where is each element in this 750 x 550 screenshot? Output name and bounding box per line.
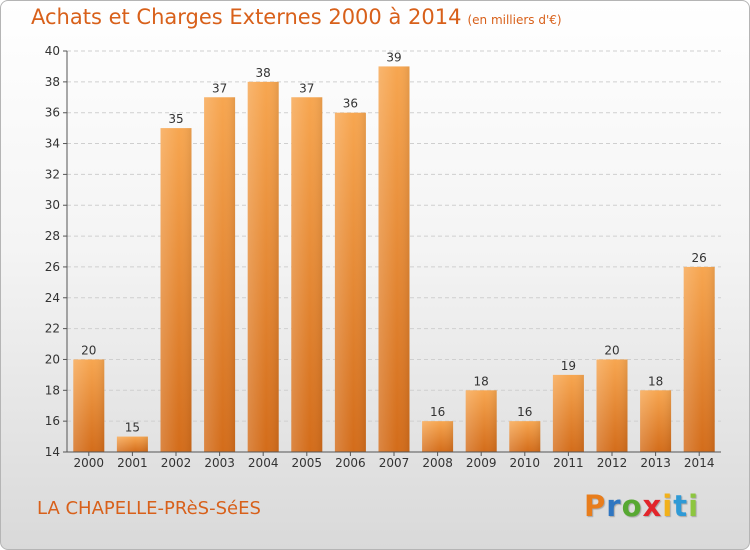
bars <box>73 66 715 453</box>
data-label: 16 <box>517 405 532 419</box>
data-label: 20 <box>81 343 96 357</box>
x-axis-ticks: 2000 2001 2002 2003 2004 2005 2006 2007 2008 2009… <box>74 452 715 470</box>
y-tick-label: 26 <box>45 260 60 274</box>
bar-shading <box>334 112 366 452</box>
y-tick-label: 36 <box>45 106 60 120</box>
commune-name: LA CHAPELLE-PRèS-SéES <box>37 498 261 519</box>
bar-shading <box>247 81 279 452</box>
x-tick-label: 2013 <box>640 456 671 470</box>
y-tick-label: 18 <box>45 383 60 397</box>
bar-shading <box>465 390 497 452</box>
x-tick-label: 2011 <box>553 456 584 470</box>
data-label: 19 <box>561 359 576 373</box>
bar-shading <box>422 421 454 452</box>
logo-letter: P <box>584 489 607 523</box>
logo-letter: o <box>621 489 643 523</box>
data-label: 26 <box>692 251 707 265</box>
y-tick-label: 20 <box>45 352 60 366</box>
bar-shading <box>378 66 410 452</box>
bar-shading <box>552 374 584 452</box>
data-label: 36 <box>343 97 358 111</box>
x-tick-label: 2009 <box>466 456 497 470</box>
y-tick-label: 34 <box>45 137 60 151</box>
y-tick-label: 30 <box>45 198 60 212</box>
x-tick-label: 2002 <box>161 456 192 470</box>
x-tick-label: 2005 <box>292 456 323 470</box>
x-tick-label: 2001 <box>117 456 148 470</box>
bar-shading <box>160 128 192 452</box>
x-tick-label: 2006 <box>335 456 366 470</box>
x-tick-label: 2014 <box>684 456 715 470</box>
data-label: 16 <box>430 405 445 419</box>
x-tick-label: 2012 <box>597 456 628 470</box>
data-label: 18 <box>474 374 489 388</box>
bar-shading <box>509 421 541 452</box>
chart-title-text: Achats et Charges Externes 2000 à 2014 <box>31 5 462 29</box>
logo-letter: x <box>642 489 663 523</box>
chart-subtitle: (en milliers d'€) <box>467 13 562 27</box>
x-tick-label: 2000 <box>74 456 105 470</box>
y-tick-label: 40 <box>45 44 60 58</box>
data-label: 20 <box>604 343 619 357</box>
data-label: 39 <box>386 50 401 64</box>
y-axis-ticks: 14 16 18 20 22 24 26 28 30 32 34 36 38 40 <box>45 44 67 459</box>
data-label: 38 <box>256 66 271 80</box>
bar-shading <box>204 97 236 453</box>
logo-letter: t <box>673 489 689 523</box>
y-tick-label: 22 <box>45 322 60 336</box>
bar-shading <box>73 359 105 452</box>
bar-shading <box>640 390 672 452</box>
bar-shading <box>683 266 715 452</box>
bar-shading <box>596 359 628 452</box>
x-tick-label: 2008 <box>422 456 453 470</box>
x-tick-label: 2007 <box>379 456 410 470</box>
data-label: 18 <box>648 374 663 388</box>
data-label: 35 <box>168 112 183 126</box>
x-tick-label: 2010 <box>510 456 541 470</box>
y-tick-label: 16 <box>45 414 60 428</box>
chart-title: Achats et Charges Externes 2000 à 2014 (e… <box>31 5 562 29</box>
y-tick-label: 32 <box>45 167 60 181</box>
bar-shading <box>116 436 148 452</box>
data-label: 15 <box>125 421 140 435</box>
logo-letter: r <box>606 489 622 523</box>
proxiti-logo: Proxiti <box>584 489 699 523</box>
logo-letter: i <box>688 489 700 523</box>
x-tick-label: 2003 <box>204 456 235 470</box>
data-labels: 20 15 35 37 38 37 36 39 16 18 16 19 20 18 26 <box>81 50 707 434</box>
bar-shading <box>291 97 323 453</box>
y-tick-label: 28 <box>45 229 60 243</box>
logo-letter: i <box>662 489 674 523</box>
y-tick-label: 38 <box>45 75 60 89</box>
data-label: 37 <box>299 81 314 95</box>
data-label: 37 <box>212 81 227 95</box>
x-tick-label: 2004 <box>248 456 279 470</box>
y-tick-label: 14 <box>45 445 60 459</box>
y-tick-label: 24 <box>45 291 60 305</box>
